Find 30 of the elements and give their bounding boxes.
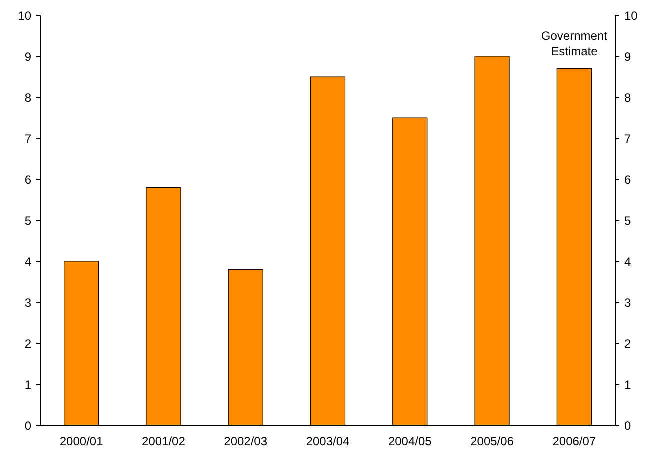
y2-tick-label: 2: [624, 337, 632, 351]
y2-tick-label: 7: [624, 132, 632, 146]
x-tick-label: 2001/02: [142, 434, 186, 448]
y2-tick-label: 10: [624, 9, 638, 23]
y-tick-label: 9: [24, 50, 32, 64]
y2-tick-label: 8: [624, 91, 632, 105]
y2-tick-label: 1: [624, 378, 632, 392]
x-tick-label: 2003/04: [306, 434, 350, 448]
y-tick-label: 0: [24, 419, 32, 433]
y-tick-label: 3: [24, 296, 32, 310]
x-tick-label: 2004/05: [388, 434, 432, 448]
x-tick-label: 2005/06: [470, 434, 514, 448]
x-tick-label: 2006/07: [552, 434, 596, 448]
y2-tick-label: 4: [624, 255, 632, 269]
x-tick-label: 2000/01: [60, 434, 104, 448]
y2-tick-label: 6: [624, 173, 632, 187]
y-tick-label: 2: [24, 337, 32, 351]
annotation: Government Estimate: [541, 29, 608, 59]
y-tick-label: 7: [24, 132, 32, 146]
x-tick-label: 2002/03: [224, 434, 268, 448]
y2-tick-label: 5: [624, 214, 632, 228]
y-tick-label: 5: [24, 214, 32, 228]
y2-tick-label: 0: [624, 419, 632, 433]
y-tick-label: 6: [24, 173, 32, 187]
y-tick-label: 8: [24, 91, 32, 105]
y-tick-label: 4: [24, 255, 32, 269]
y-tick-label: 1: [24, 378, 32, 392]
y2-tick-label: 3: [624, 296, 632, 310]
y2-tick-label: 9: [624, 50, 632, 64]
y-tick-label: 10: [18, 9, 32, 23]
